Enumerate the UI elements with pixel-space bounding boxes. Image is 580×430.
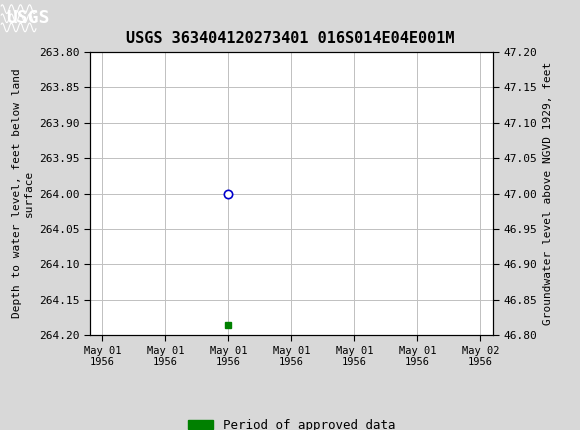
Text: USGS 363404120273401 016S014E04E001M: USGS 363404120273401 016S014E04E001M bbox=[126, 31, 454, 46]
Y-axis label: Groundwater level above NGVD 1929, feet: Groundwater level above NGVD 1929, feet bbox=[543, 62, 553, 325]
Legend: Period of approved data: Period of approved data bbox=[183, 414, 400, 430]
Text: USGS: USGS bbox=[6, 9, 49, 27]
Y-axis label: Depth to water level, feet below land
surface: Depth to water level, feet below land su… bbox=[12, 69, 34, 318]
